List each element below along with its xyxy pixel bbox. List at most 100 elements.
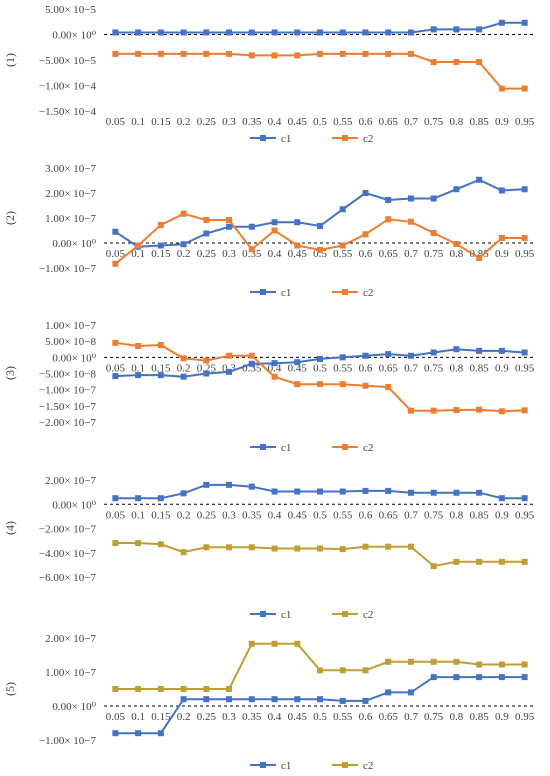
- data-point-c2: [521, 661, 528, 668]
- data-point-c2: [180, 210, 187, 217]
- x-tick-label: 0.85: [470, 509, 490, 521]
- data-point-c2: [362, 50, 369, 57]
- data-point-c1: [226, 29, 233, 36]
- x-tick-label: 0.9: [495, 248, 509, 260]
- data-point-c1: [317, 29, 323, 36]
- data-point-c1: [476, 26, 483, 33]
- data-point-c1: [157, 495, 164, 502]
- data-point-c2: [407, 543, 414, 550]
- data-point-c1: [135, 495, 142, 502]
- data-point-c2: [521, 235, 528, 241]
- x-tick-label: 0.15: [151, 711, 171, 723]
- legend-marker-c2: [342, 135, 348, 141]
- data-point-c1: [180, 373, 187, 380]
- x-tick-label: 0.9: [495, 362, 509, 374]
- data-point-c2: [248, 52, 255, 59]
- y-tick-label: 0.00× 10⁰: [52, 352, 96, 364]
- data-point-c2: [180, 355, 187, 362]
- data-point-c1: [157, 29, 164, 36]
- data-point-c1: [248, 696, 255, 703]
- data-point-c1: [226, 696, 233, 703]
- legend-marker-c2: [342, 762, 348, 768]
- data-point-c2: [135, 686, 142, 692]
- data-point-c1: [226, 481, 233, 488]
- data-point-c1: [362, 352, 369, 359]
- data-point-c2: [294, 640, 301, 647]
- x-tick-label: 0.85: [470, 711, 490, 723]
- x-tick-label: 0.55: [333, 248, 353, 260]
- y-tick-label: 0.00× 10⁰: [52, 701, 96, 713]
- x-tick-label: 0.3: [222, 711, 236, 723]
- x-tick-label: 0.35: [242, 711, 262, 723]
- data-point-c2: [317, 381, 323, 388]
- panel-label: (4): [3, 521, 17, 535]
- x-tick-label: 0.55: [333, 509, 353, 521]
- data-point-c2: [453, 558, 460, 565]
- x-tick-label: 0.45: [288, 509, 308, 521]
- legend-entry: c2: [363, 609, 373, 621]
- data-point-c2: [430, 59, 437, 66]
- x-tick-label: 0.6: [359, 116, 373, 128]
- x-tick-label: 0.35: [242, 248, 262, 260]
- data-point-c1: [317, 355, 323, 362]
- y-tick-label: 5.00× 10−5: [45, 4, 96, 16]
- data-point-c1: [294, 359, 301, 366]
- data-point-c2: [203, 544, 210, 551]
- x-tick-label: 0.2: [177, 116, 191, 128]
- data-point-c2: [226, 544, 233, 551]
- data-point-c1: [407, 689, 414, 696]
- x-tick-label: 0.1: [131, 362, 145, 374]
- x-tick-label: 0.4: [268, 116, 282, 128]
- data-point-c2: [203, 357, 210, 364]
- x-tick-label: 0.75: [424, 711, 444, 723]
- data-point-c2: [294, 381, 301, 388]
- data-point-c1: [271, 29, 278, 36]
- x-tick-label: 0.4: [268, 248, 282, 260]
- x-tick-label: 0.55: [333, 116, 353, 128]
- legend-entry: c1: [281, 287, 291, 299]
- data-point-c1: [498, 19, 505, 26]
- x-tick-label: 0.15: [151, 509, 171, 521]
- x-tick-label: 0.5: [313, 362, 327, 374]
- data-point-c2: [498, 235, 505, 241]
- x-tick-label: 0.35: [242, 116, 262, 128]
- x-tick-label: 0.5: [313, 711, 327, 723]
- x-tick-label: 0.8: [450, 711, 464, 723]
- data-point-c2: [135, 343, 142, 350]
- x-tick-label: 0.95: [515, 362, 535, 374]
- x-tick-label: 0.25: [197, 711, 217, 723]
- data-point-c2: [339, 381, 346, 388]
- x-tick-label: 0.1: [131, 248, 145, 260]
- data-point-c2: [362, 231, 369, 238]
- data-point-c2: [112, 686, 119, 692]
- x-tick-label: 0.1: [131, 711, 145, 723]
- legend-entry: c1: [281, 133, 291, 145]
- data-point-c1: [498, 495, 505, 502]
- data-point-c1: [339, 354, 346, 361]
- data-point-c1: [203, 696, 210, 703]
- data-point-c2: [226, 686, 233, 692]
- data-point-c2: [157, 222, 164, 228]
- data-point-c1: [430, 674, 437, 681]
- y-tick-label: 5.00× 10−8: [45, 336, 96, 348]
- data-point-c2: [476, 59, 483, 66]
- y-tick-label: −4.00× 10−7: [39, 548, 97, 560]
- data-point-c1: [248, 29, 255, 36]
- x-tick-label: 0.7: [404, 248, 418, 260]
- data-point-c2: [112, 50, 119, 57]
- data-point-c2: [521, 407, 528, 414]
- x-tick-label: 0.45: [288, 711, 308, 723]
- data-point-c2: [271, 52, 278, 59]
- data-point-c2: [271, 373, 278, 380]
- y-tick-label: −1.50× 10−4: [39, 106, 97, 118]
- x-tick-label: 0.05: [106, 248, 126, 260]
- x-tick-label: 0.4: [268, 362, 282, 374]
- data-point-c2: [385, 50, 392, 57]
- x-tick-label: 0.6: [359, 711, 373, 723]
- data-point-c1: [294, 29, 301, 36]
- panel-label: (5): [3, 682, 17, 696]
- x-tick-label: 0.45: [288, 116, 308, 128]
- x-tick-label: 0.7: [404, 711, 418, 723]
- data-point-c2: [294, 545, 301, 552]
- data-point-c1: [317, 223, 323, 229]
